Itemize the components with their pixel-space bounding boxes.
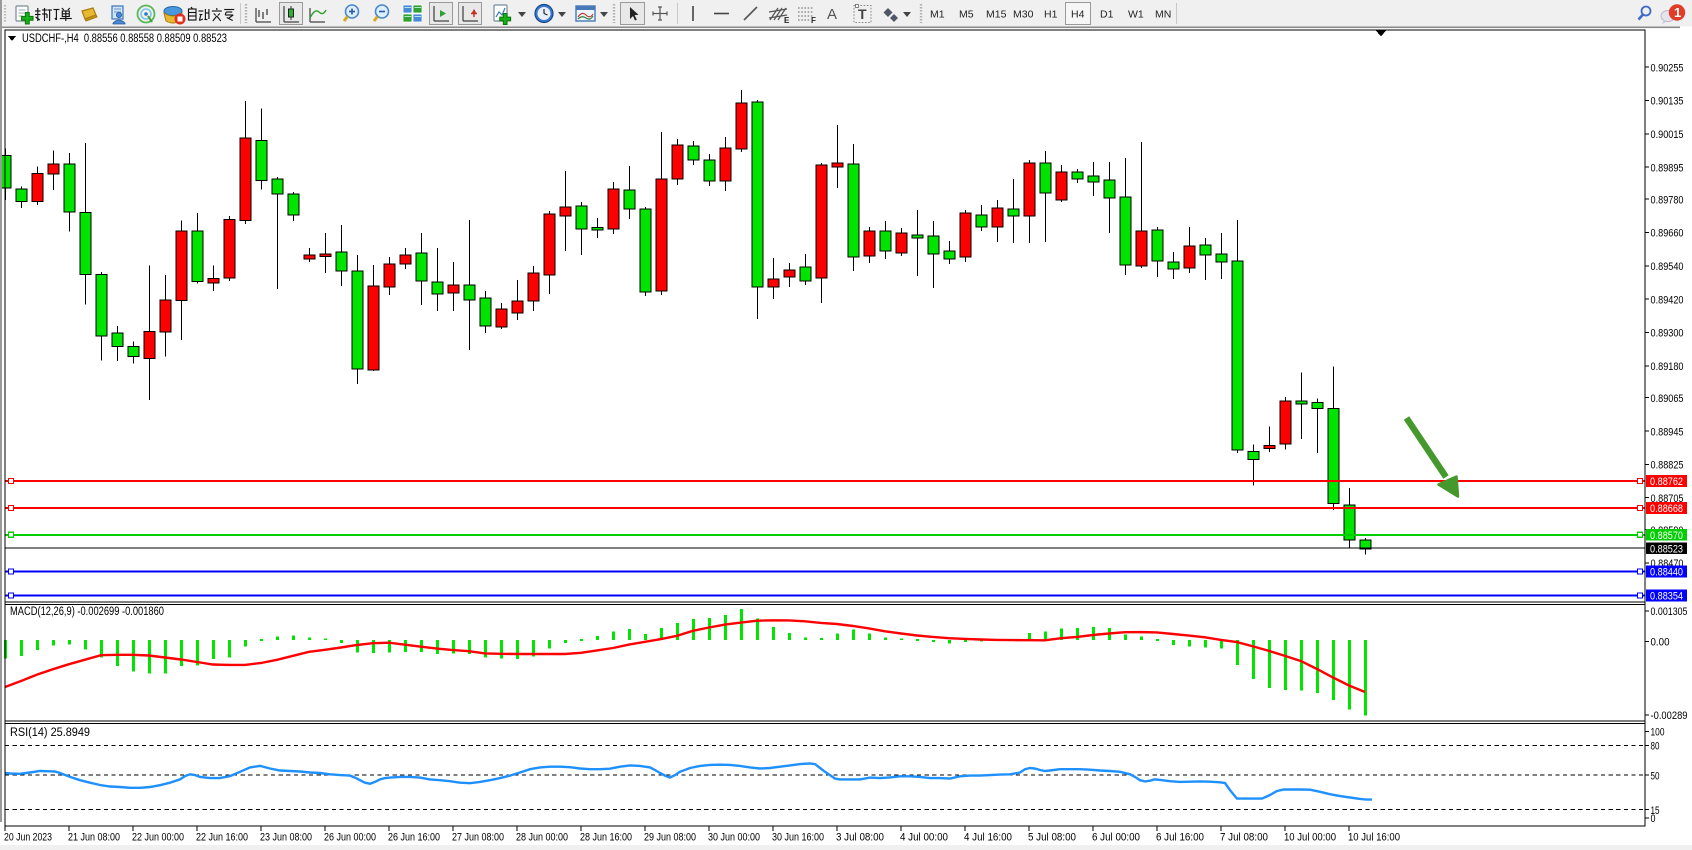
svg-text:28 Jun 00:00: 28 Jun 00:00 (516, 832, 568, 844)
svg-text:100: 100 (1651, 727, 1665, 739)
svg-text:30 Jun 00:00: 30 Jun 00:00 (708, 832, 760, 844)
svg-text:7 Jul 08:00: 7 Jul 08:00 (1220, 832, 1268, 844)
svg-text:0.88825: 0.88825 (1651, 460, 1684, 472)
svg-text:0.89420: 0.89420 (1651, 294, 1684, 306)
svg-text:6 Jul 00:00: 6 Jul 00:00 (1092, 832, 1140, 844)
svg-text:23 Jun 08:00: 23 Jun 08:00 (260, 832, 312, 844)
svg-text:1: 1 (1674, 5, 1681, 20)
svg-text:0.90135: 0.90135 (1651, 96, 1684, 108)
svg-text:0.00: 0.00 (1651, 637, 1670, 649)
svg-text:D1: D1 (1100, 9, 1114, 21)
svg-text:M30: M30 (1013, 9, 1034, 21)
svg-text:26 Jun 16:00: 26 Jun 16:00 (388, 832, 440, 844)
svg-text:0.88523: 0.88523 (1650, 543, 1683, 555)
svg-text:0.88945: 0.88945 (1651, 426, 1684, 438)
svg-text:27 Jun 08:00: 27 Jun 08:00 (452, 832, 504, 844)
svg-text:22 Jun 16:00: 22 Jun 16:00 (196, 832, 248, 844)
svg-text:A: A (827, 6, 837, 23)
svg-text:5 Jul 08:00: 5 Jul 08:00 (1028, 832, 1076, 844)
svg-text:H1: H1 (1044, 9, 1058, 21)
svg-text:-0.00289: -0.00289 (1651, 710, 1688, 722)
svg-text:M1: M1 (930, 9, 945, 21)
svg-text:M15: M15 (986, 9, 1007, 21)
svg-text:USDCHF-,H4 0.88556 0.88558 0.: USDCHF-,H4 0.88556 0.88558 0.88509 0.885… (22, 33, 227, 45)
svg-text:0.88762: 0.88762 (1650, 476, 1683, 488)
svg-text:10 Jul 00:00: 10 Jul 00:00 (1284, 832, 1336, 844)
svg-text:0.89895: 0.89895 (1651, 162, 1684, 174)
svg-text:0.89065: 0.89065 (1651, 393, 1684, 405)
svg-text:MACD(12,26,9) -0.002699 -0.001: MACD(12,26,9) -0.002699 -0.001860 (10, 606, 164, 618)
svg-text:20 Jun 2023: 20 Jun 2023 (4, 832, 52, 844)
svg-text:50: 50 (1651, 770, 1660, 782)
svg-text:0: 0 (1651, 813, 1656, 825)
svg-text:M5: M5 (959, 9, 974, 21)
svg-text:28 Jun 16:00: 28 Jun 16:00 (580, 832, 632, 844)
svg-text:10 Jul 16:00: 10 Jul 16:00 (1348, 832, 1400, 844)
svg-text:0.90255: 0.90255 (1651, 62, 1684, 74)
svg-text:0.89540: 0.89540 (1651, 261, 1684, 273)
svg-text:0.88354: 0.88354 (1650, 591, 1683, 603)
svg-text:E: E (784, 16, 790, 25)
svg-text:0.89660: 0.89660 (1651, 228, 1684, 240)
svg-text:22 Jun 00:00: 22 Jun 00:00 (132, 832, 184, 844)
svg-text:21 Jun 08:00: 21 Jun 08:00 (68, 832, 120, 844)
svg-text:F: F (811, 16, 816, 25)
svg-text:T: T (858, 6, 867, 22)
svg-text:0.001305: 0.001305 (1651, 606, 1688, 618)
svg-text:26 Jun 00:00: 26 Jun 00:00 (324, 832, 376, 844)
svg-text:3 Jul 08:00: 3 Jul 08:00 (836, 832, 884, 844)
svg-text:0.88705: 0.88705 (1651, 493, 1684, 505)
svg-text:0.88440: 0.88440 (1650, 567, 1683, 579)
svg-text:0.89300: 0.89300 (1651, 328, 1684, 340)
svg-text:4 Jul 00:00: 4 Jul 00:00 (900, 832, 948, 844)
svg-text:15: 15 (1651, 805, 1660, 817)
svg-text:6 Jul 16:00: 6 Jul 16:00 (1156, 832, 1204, 844)
svg-text:29 Jun 08:00: 29 Jun 08:00 (644, 832, 696, 844)
svg-text:0.88570: 0.88570 (1650, 530, 1683, 542)
svg-text:RSI(14) 25.8949: RSI(14) 25.8949 (10, 727, 90, 739)
svg-text:0.90015: 0.90015 (1651, 129, 1684, 141)
svg-text:0.88668: 0.88668 (1650, 503, 1683, 515)
svg-text:30 Jun 16:00: 30 Jun 16:00 (772, 832, 824, 844)
svg-text:80: 80 (1651, 741, 1660, 753)
svg-text:H4: H4 (1071, 9, 1085, 21)
svg-text:0.89180: 0.89180 (1651, 361, 1684, 373)
svg-text:4 Jul 16:00: 4 Jul 16:00 (964, 832, 1012, 844)
svg-text:MN: MN (1155, 9, 1171, 21)
svg-text:W1: W1 (1128, 9, 1144, 21)
svg-text:0.89780: 0.89780 (1651, 194, 1684, 206)
